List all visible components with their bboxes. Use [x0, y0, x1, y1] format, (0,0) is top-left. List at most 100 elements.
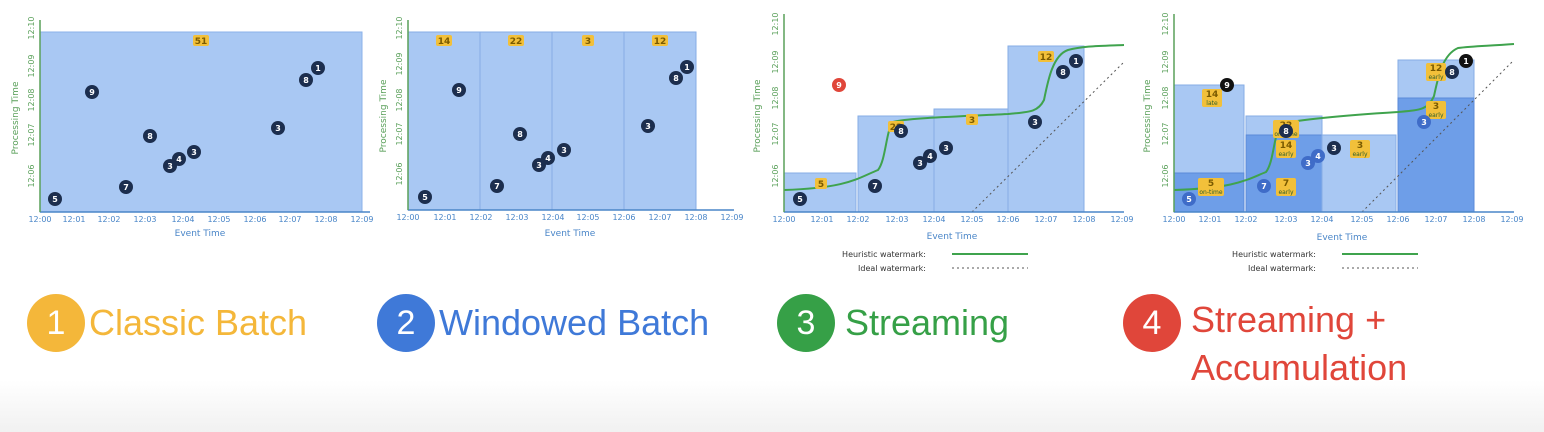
batch-region	[39, 31, 363, 213]
ideal-watermark-line	[1361, 61, 1513, 213]
result-kind: early	[1352, 151, 1368, 158]
data-point-label: 5	[422, 193, 428, 202]
data-point-label: 1	[315, 64, 321, 73]
y-tick: 12:06	[771, 164, 780, 187]
x-tick: 12:02	[1234, 215, 1257, 224]
streaming-panel: 12:00 12:01 12:02 12:03 12:04 12:05 12:0…	[748, 0, 1138, 280]
data-point	[1069, 54, 1083, 68]
x-tick: 12:03	[885, 215, 908, 224]
x-tick: 12:05	[1350, 215, 1373, 224]
result-box	[1350, 140, 1370, 158]
data-point	[163, 159, 177, 173]
data-point	[48, 192, 62, 206]
late-data-point	[1220, 78, 1234, 92]
y-tick: 12:07	[771, 122, 780, 145]
result-kind: early	[1278, 189, 1294, 196]
streaming-diagram: 12:00 12:01 12:02 12:03 12:04 12:05 12:0…	[753, 12, 1134, 273]
data-point-label: 9	[1224, 81, 1230, 90]
label-line-2: Accumulation	[1191, 347, 1408, 388]
x-tick: 12:07	[1424, 215, 1447, 224]
data-point	[143, 129, 157, 143]
x-tick: 12:05	[960, 215, 983, 224]
x-tick: 12:05	[576, 213, 599, 222]
classic-batch-diagram: 12:00 12:01 12:02 12:03 12:04 12:05 12:0…	[11, 16, 374, 239]
result-value: 5	[1208, 179, 1214, 189]
classic-batch-panel: 12:00 12:01 12:02 12:03 12:04 12:05 12:0…	[0, 0, 380, 250]
x-tick: 12:00	[396, 213, 419, 222]
y-tick-labels: 12:06 12:07 12:08 12:09 12:10	[1161, 12, 1170, 187]
data-point	[939, 141, 953, 155]
x-tick: 12:01	[810, 215, 833, 224]
result-kind: early	[1428, 112, 1444, 119]
data-point-label: 3	[1032, 118, 1038, 127]
y-tick: 12:10	[1161, 12, 1170, 35]
x-axis-title: Event Time	[545, 229, 596, 239]
data-point-label: 9	[89, 88, 95, 97]
data-point	[868, 179, 882, 193]
data-point	[1311, 149, 1325, 163]
x-tick: 12:00	[1162, 215, 1185, 224]
x-tick: 12:09	[1500, 215, 1523, 224]
data-point-label: 3	[536, 161, 542, 170]
x-tick: 12:03	[505, 213, 528, 222]
result-box: 51	[193, 35, 209, 47]
late-data-point	[832, 78, 846, 92]
x-tick: 12:04	[922, 215, 945, 224]
legend-ideal-label: Ideal watermark:	[858, 264, 926, 273]
label-streaming-accumulation: 4 Streaming + Accumulation	[1123, 294, 1407, 390]
result-box	[966, 114, 978, 125]
legend: Heuristic watermark: Ideal watermark:	[842, 250, 1028, 273]
result-value: 14	[1206, 90, 1219, 100]
result-value: 3	[1357, 141, 1363, 151]
label-classic-batch: 1 Classic Batch	[27, 294, 307, 352]
number-badge-4: 4	[1123, 294, 1181, 352]
window-3	[551, 31, 625, 211]
result-value: 3	[1433, 102, 1439, 112]
x-tick: 12:08	[1072, 215, 1095, 224]
y-tick-labels: 12:06 12:07 12:08 12:09 12:10	[395, 16, 404, 185]
accumulation-panel: 12:00 12:01 12:02 12:03 12:04 12:05 12:0…	[1136, 0, 1531, 280]
label-text-streaming: Streaming	[845, 302, 1010, 343]
x-tick: 12:09	[350, 215, 373, 224]
data-point-label: 1	[1073, 57, 1079, 66]
x-tick: 12:04	[1310, 215, 1333, 224]
data-point-label: 8	[1283, 127, 1289, 136]
data-point-label: 5	[797, 195, 803, 204]
x-tick-labels: 12:00 12:01 12:02 12:03 12:04 12:05 12:0…	[772, 215, 1133, 224]
y-axis-title: Processing Time	[753, 79, 763, 152]
data-point-label: 4	[176, 155, 182, 164]
x-tick: 12:07	[1034, 215, 1057, 224]
y-tick: 12:07	[1161, 122, 1170, 145]
legend-heuristic-label: Heuristic watermark:	[842, 250, 926, 259]
data-point-label: 7	[1261, 182, 1267, 191]
x-tick: 12:06	[996, 215, 1019, 224]
x-axis-title: Event Time	[175, 229, 226, 239]
data-point-label: 8	[517, 130, 523, 139]
data-point-label: 7	[123, 183, 129, 192]
result-value: 12	[1430, 64, 1443, 74]
number-badge-3: 3	[777, 294, 835, 352]
data-point	[311, 61, 325, 75]
y-tick: 12:09	[395, 52, 404, 75]
x-tick: 12:02	[97, 215, 120, 224]
y-tick: 12:09	[1161, 50, 1170, 73]
y-tick: 12:09	[27, 54, 36, 77]
data-point-label: 8	[303, 76, 309, 85]
result-box	[1276, 178, 1296, 196]
data-point	[1279, 124, 1293, 138]
data-point-label: 8	[147, 132, 153, 141]
data-points: 5 9 7 8 3 4 3 3 8 1	[48, 61, 325, 206]
heuristic-watermark-line	[1173, 43, 1515, 191]
y-tick: 12:10	[771, 12, 780, 35]
x-tick: 12:03	[133, 215, 156, 224]
result-value: 14	[1280, 141, 1293, 151]
result-box	[1038, 51, 1054, 62]
result-value: 12	[1040, 53, 1053, 63]
window-1	[407, 31, 481, 211]
x-tick-labels: 12:00 12:01 12:02 12:03 12:04 12:05 12:0…	[28, 215, 373, 224]
data-point	[913, 156, 927, 170]
x-tick: 12:01	[1198, 215, 1221, 224]
result-box	[582, 35, 594, 46]
data-point-label: 4	[1315, 152, 1321, 161]
data-point	[1056, 65, 1070, 79]
